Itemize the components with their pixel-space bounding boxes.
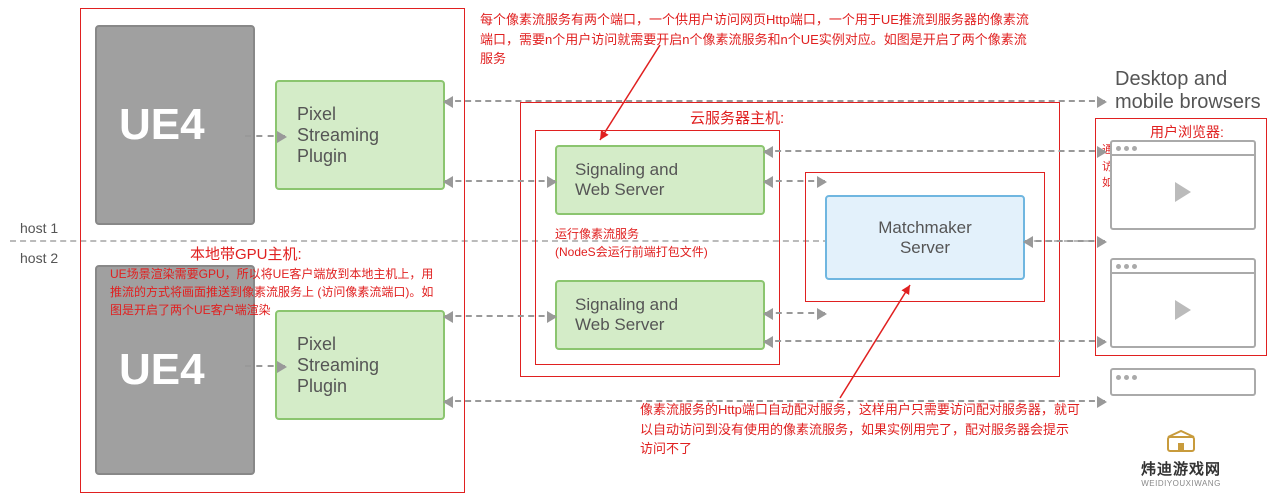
desktop-browser-3 [1110, 368, 1256, 396]
arrow-sig1-browser [765, 150, 1105, 152]
play-icon-2 [1112, 274, 1254, 346]
arrow-sig1-match [765, 180, 825, 182]
arrow-plugin2-sig2 [445, 315, 555, 317]
signal-box-1: Signaling and Web Server [555, 145, 765, 215]
local-host-title: 本地带GPU主机: [190, 243, 302, 264]
watermark-en: WEIDIYOUXIWANG [1101, 479, 1261, 488]
signal-label-1: Signaling and Web Server [575, 160, 678, 200]
watermark: 炜迪游戏网 WEIDIYOUXIWANG [1101, 429, 1261, 488]
ue4-label-2: UE4 [119, 345, 205, 395]
plugin-label-1: Pixel Streaming Plugin [297, 104, 379, 167]
browser-topbar-2 [1112, 260, 1254, 274]
ue4-label-1: UE4 [119, 100, 205, 150]
match-box: Matchmaker Server [825, 195, 1025, 280]
arrow-plugin1-sig1 [445, 100, 1105, 102]
host1-label: host 1 [20, 220, 58, 236]
desktop-browser-2 [1110, 258, 1256, 348]
plugin-box-2: Pixel Streaming Plugin [275, 310, 445, 420]
host2-label: host 2 [20, 250, 58, 266]
browser-user-title: 用户浏览器: [1150, 122, 1224, 142]
arrow-ue1-plugin1 [245, 135, 285, 137]
plugin-label-2: Pixel Streaming Plugin [297, 334, 379, 397]
arrow-sig2-browser [765, 340, 1105, 342]
signal-note: 运行像素流服务 (NodeS会运行前端打包文件) [555, 225, 765, 261]
cloud-title: 云服务器主机: [690, 107, 784, 128]
arrow-sig2-match [765, 312, 825, 314]
cloud-bottom-note: 像素流服务的Http端口自动配对服务，这样用户只需要访问配对服务器，就可以自动访… [640, 400, 1080, 459]
arrow-plugin1-sig1b [445, 180, 555, 182]
browser-topbar-1 [1112, 142, 1254, 156]
match-label: Matchmaker Server [878, 218, 972, 258]
desktop-browser-1 [1110, 140, 1256, 230]
browser-topbar-3 [1112, 370, 1254, 384]
local-host-desc: UE场景渲染需要GPU，所以将UE客户端放到本地主机上，用推流的方式将画面推送到… [110, 265, 440, 319]
plugin-box-1: Pixel Streaming Plugin [275, 80, 445, 190]
watermark-icon [1164, 429, 1198, 455]
top-note: 每个像素流服务有两个端口，一个供用户访问网页Http端口，一个用于UE推流到服务… [480, 10, 1030, 69]
arrow-plugin2-sig2b [445, 400, 1105, 402]
arrow-ue2-plugin2 [245, 365, 285, 367]
ue4-box-1: UE4 [95, 25, 255, 225]
play-icon-1 [1112, 156, 1254, 228]
arrow-match-browser [1025, 240, 1105, 242]
signal-label-2: Signaling and Web Server [575, 295, 678, 335]
browsers-title: Desktop and mobile browsers [1115, 68, 1261, 114]
watermark-cn: 炜迪游戏网 [1101, 458, 1261, 479]
signal-box-2: Signaling and Web Server [555, 280, 765, 350]
